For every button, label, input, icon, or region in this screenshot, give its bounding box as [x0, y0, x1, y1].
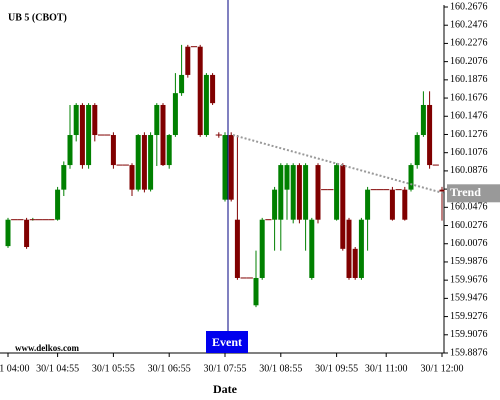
candle-body: [303, 165, 309, 220]
y-tick-label: 160.1676: [450, 92, 488, 103]
y-tick-label: 160.1276: [450, 129, 488, 140]
x-tick-label: 30/1 06:55: [148, 363, 191, 374]
y-tick-label: 159.8876: [450, 347, 488, 358]
y-tick-label: 160.2276: [450, 38, 488, 49]
y-tick-label: 159.9276: [450, 311, 488, 322]
candle-body: [420, 104, 426, 136]
candle-body: [141, 135, 147, 190]
candle-body: [259, 219, 265, 278]
candle-body: [135, 135, 141, 190]
candle-body: [296, 165, 302, 220]
candle-body: [160, 104, 166, 166]
candle-body: [234, 219, 240, 278]
x-tick-label: 30/1 09:55: [315, 363, 358, 374]
x-tick-label: 30/1 07:55: [203, 363, 246, 374]
y-tick-label: 160.0276: [450, 220, 488, 231]
y-tick-label: 160.2076: [450, 56, 488, 67]
trend-label: Trend: [450, 185, 481, 199]
candle-body: [92, 104, 98, 136]
candle-body: [222, 135, 228, 200]
chart-title: UB 5 (CBOT): [8, 12, 67, 23]
trend-line: [232, 134, 445, 195]
x-tick-label: 30/1 05:55: [92, 363, 135, 374]
candle-body: [272, 189, 278, 220]
candle-body: [67, 135, 73, 166]
y-tick-label: 160.0476: [450, 202, 488, 213]
candle-body: [427, 104, 433, 166]
x-tick-label: 30/1 11:00: [365, 363, 408, 374]
event-label: Event: [212, 335, 242, 349]
candle-body: [309, 219, 315, 278]
x-tick-label: 30/1 08:55: [259, 363, 302, 374]
candle-body: [55, 189, 61, 220]
x-tick-label: 30/1 04:55: [36, 363, 79, 374]
candle-body: [334, 165, 340, 220]
y-tick-label: 160.0876: [450, 165, 488, 176]
candle-body: [61, 165, 67, 190]
candle-body: [253, 277, 259, 306]
candle-body: [365, 189, 371, 220]
candle-body: [340, 165, 346, 249]
y-tick-label: 159.9876: [450, 256, 488, 267]
watermark: www.delkos.com: [15, 343, 80, 353]
candle-body: [185, 46, 191, 75]
candle-body: [5, 219, 11, 247]
y-tick-label: 160.1076: [450, 147, 488, 158]
candle-body: [148, 135, 154, 190]
candle-body: [315, 165, 321, 220]
candle-body: [73, 104, 79, 136]
event-box: [206, 331, 248, 353]
trend-box: [447, 184, 500, 203]
candle-body: [166, 135, 172, 166]
x-tick-label: 30/1 12:00: [420, 363, 463, 374]
y-tick-label: 160.2676: [450, 1, 488, 12]
candle-body: [154, 104, 160, 136]
candle-body: [179, 74, 185, 94]
y-tick-label: 160.2476: [450, 20, 488, 31]
candle-body: [79, 104, 85, 166]
candle-body: [278, 165, 284, 220]
candle-body: [408, 165, 414, 190]
candle-body: [290, 165, 296, 220]
x-tick-label: 30/1 04:00: [0, 363, 30, 374]
candle-body: [358, 219, 364, 278]
candle-body: [24, 219, 30, 248]
candle-body: [352, 248, 358, 278]
y-tick-label: 160.1476: [450, 111, 488, 122]
candle-body: [197, 46, 203, 136]
candle-body: [210, 74, 216, 104]
candle-body: [439, 189, 445, 192]
y-tick-label: 159.9476: [450, 293, 488, 304]
y-tick-label: 160.0076: [450, 238, 488, 249]
candle-body: [110, 135, 116, 166]
candle-body: [389, 189, 395, 220]
candle-body: [346, 219, 352, 278]
candle-body: [172, 93, 178, 136]
candle-body: [203, 74, 209, 136]
y-tick-label: 160.1876: [450, 74, 488, 85]
y-tick-label: 159.9076: [450, 329, 488, 340]
x-axis-label: Date: [213, 382, 238, 396]
candle-body: [129, 165, 135, 190]
candle-body: [86, 104, 92, 166]
candle-body: [414, 135, 420, 166]
candle-body: [402, 189, 408, 220]
candle-body: [228, 135, 234, 200]
y-tick-label: 159.9676: [450, 274, 488, 285]
candle-body: [284, 165, 290, 190]
